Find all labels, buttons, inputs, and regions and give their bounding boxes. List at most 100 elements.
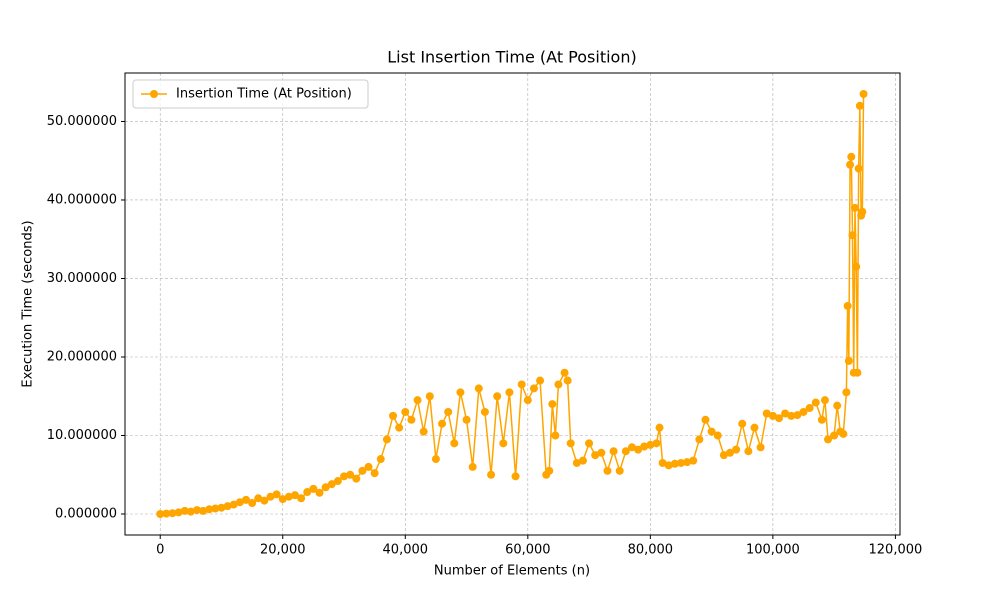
data-point [846, 160, 855, 169]
data-point [156, 510, 165, 518]
x-axis-label: Number of Elements (n) [434, 564, 590, 579]
data-point [358, 466, 367, 475]
data-point [425, 392, 434, 401]
data-point [395, 423, 404, 432]
data-point [376, 455, 385, 464]
data-point [853, 368, 862, 377]
data-point [413, 396, 422, 405]
data-point [468, 462, 477, 471]
data-point [260, 496, 269, 505]
data-point [725, 448, 734, 457]
data-point [291, 491, 300, 500]
data-point [652, 439, 661, 448]
legend-box [132, 79, 369, 109]
series-line [160, 93, 865, 515]
data-point [848, 231, 857, 240]
data-point [820, 396, 829, 405]
data-point [744, 447, 753, 456]
data-point [401, 407, 410, 416]
data-point [738, 419, 747, 428]
data-point [701, 415, 710, 424]
data-point [787, 411, 796, 420]
data-point [180, 506, 189, 515]
x-tick-label: 20,000 [260, 543, 306, 558]
data-point [223, 502, 232, 511]
data-point [536, 376, 545, 385]
data-point [750, 423, 759, 432]
data-point [572, 458, 581, 467]
data-point [241, 495, 250, 504]
data-point [646, 440, 655, 449]
data-point [858, 207, 867, 216]
data-point [843, 301, 852, 310]
data-point [211, 504, 220, 513]
data-point [382, 435, 391, 444]
data-point [756, 443, 765, 452]
data-point [719, 451, 728, 460]
data-point [805, 404, 814, 413]
data-point [793, 411, 802, 420]
x-tick-label: 40,000 [383, 543, 429, 558]
data-point [658, 458, 667, 467]
y-tick-label: 50.000000 [47, 114, 117, 129]
y-tick-label: 40.000000 [47, 192, 117, 207]
data-point [248, 499, 257, 508]
data-point [554, 380, 563, 389]
y-tick-label: 10.000000 [47, 428, 117, 443]
data-point [168, 509, 177, 518]
data-point [333, 477, 342, 486]
data-point [640, 442, 649, 451]
data-point [597, 448, 606, 457]
data-point [272, 490, 281, 499]
data-point [419, 427, 428, 436]
data-point [781, 409, 790, 418]
data-point [615, 466, 624, 475]
data-point [450, 439, 459, 448]
data-point [566, 439, 575, 448]
data-point [487, 470, 496, 479]
data-point [634, 445, 643, 454]
legend-marker [150, 90, 158, 98]
data-point [192, 506, 201, 515]
data-point [609, 447, 618, 456]
data-point [438, 419, 447, 428]
data-point [517, 380, 526, 389]
x-tick-label: 120,000 [869, 543, 923, 558]
data-point [370, 469, 379, 478]
data-point [695, 435, 704, 444]
data-point [847, 152, 856, 161]
data-point [235, 498, 244, 507]
y-tick-label: 20.000000 [47, 349, 117, 364]
data-point [854, 164, 863, 173]
data-point [321, 483, 330, 492]
data-point [474, 384, 483, 393]
data-point [545, 466, 554, 475]
data-point [578, 456, 587, 465]
data-point [199, 506, 208, 515]
data-point [315, 488, 324, 497]
y-axis-label: Execution Time (seconds) [21, 220, 36, 387]
y-tick-label: 0.000000 [55, 507, 117, 522]
data-point [713, 431, 722, 440]
data-point [833, 401, 842, 410]
data-point [284, 492, 293, 501]
data-point [389, 411, 398, 420]
data-point [839, 429, 848, 438]
data-point [303, 488, 312, 497]
data-point [278, 495, 287, 504]
y-tick-label: 30.000000 [47, 271, 117, 286]
data-point [603, 466, 612, 475]
data-point [162, 509, 171, 518]
data-point [327, 480, 336, 489]
data-point [505, 388, 514, 397]
data-point [186, 507, 195, 516]
x-tick-label: 0 [156, 543, 164, 558]
data-point [621, 447, 630, 456]
data-point [229, 500, 238, 509]
data-point [707, 427, 716, 436]
data-point [591, 451, 600, 460]
data-point [676, 458, 685, 467]
data-point [824, 435, 833, 444]
x-tick-label: 60,000 [505, 543, 551, 558]
data-point [529, 384, 538, 393]
